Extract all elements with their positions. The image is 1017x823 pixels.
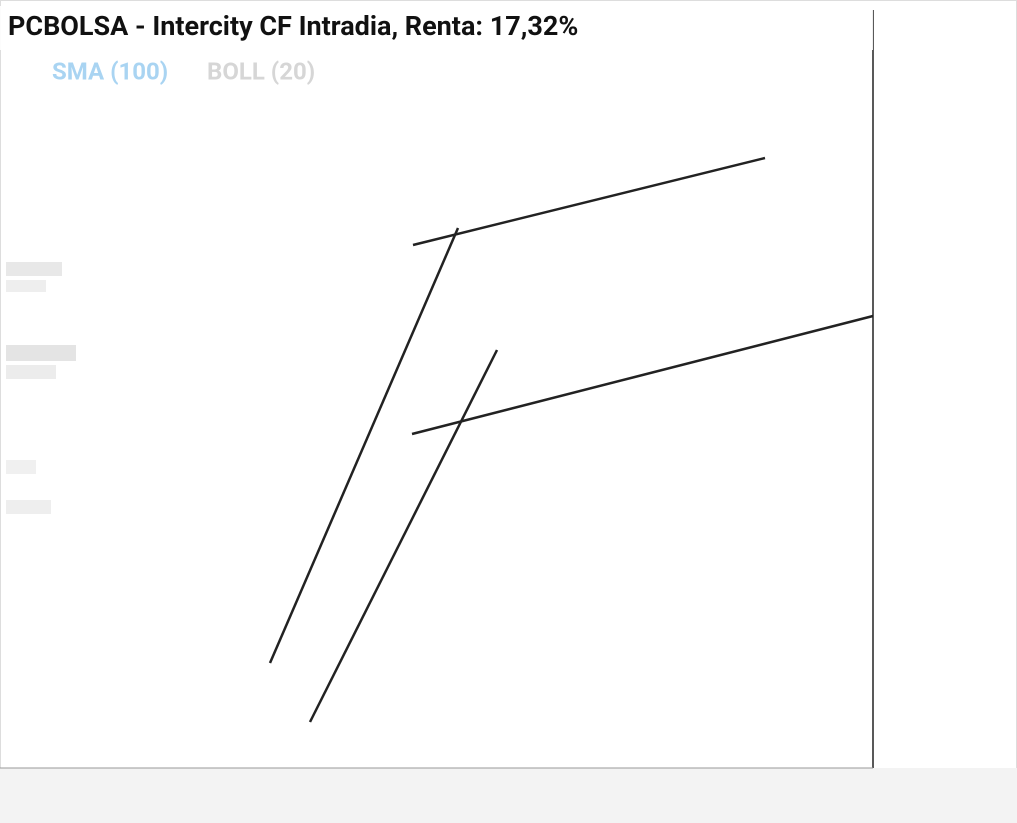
trend-line (411, 314, 874, 436)
profile-bar (6, 345, 76, 361)
trend-lines (268, 156, 874, 723)
trend-line (412, 156, 766, 247)
profile-bar (6, 460, 36, 474)
chart-title: PCBOLSA - Intercity CF Intradia, Renta: … (8, 10, 578, 42)
x-axis-band (0, 768, 1017, 823)
trend-line (308, 349, 499, 723)
profile-bar (6, 500, 51, 514)
volume-profile (6, 262, 76, 514)
profile-bar (6, 280, 46, 292)
profile-bar (6, 365, 56, 379)
legend-item: BOLL (20) (207, 57, 315, 85)
profile-bar (6, 262, 62, 276)
legend-item: SMA (100) (52, 57, 168, 85)
trend-line (268, 227, 460, 664)
title-bg (0, 6, 873, 50)
